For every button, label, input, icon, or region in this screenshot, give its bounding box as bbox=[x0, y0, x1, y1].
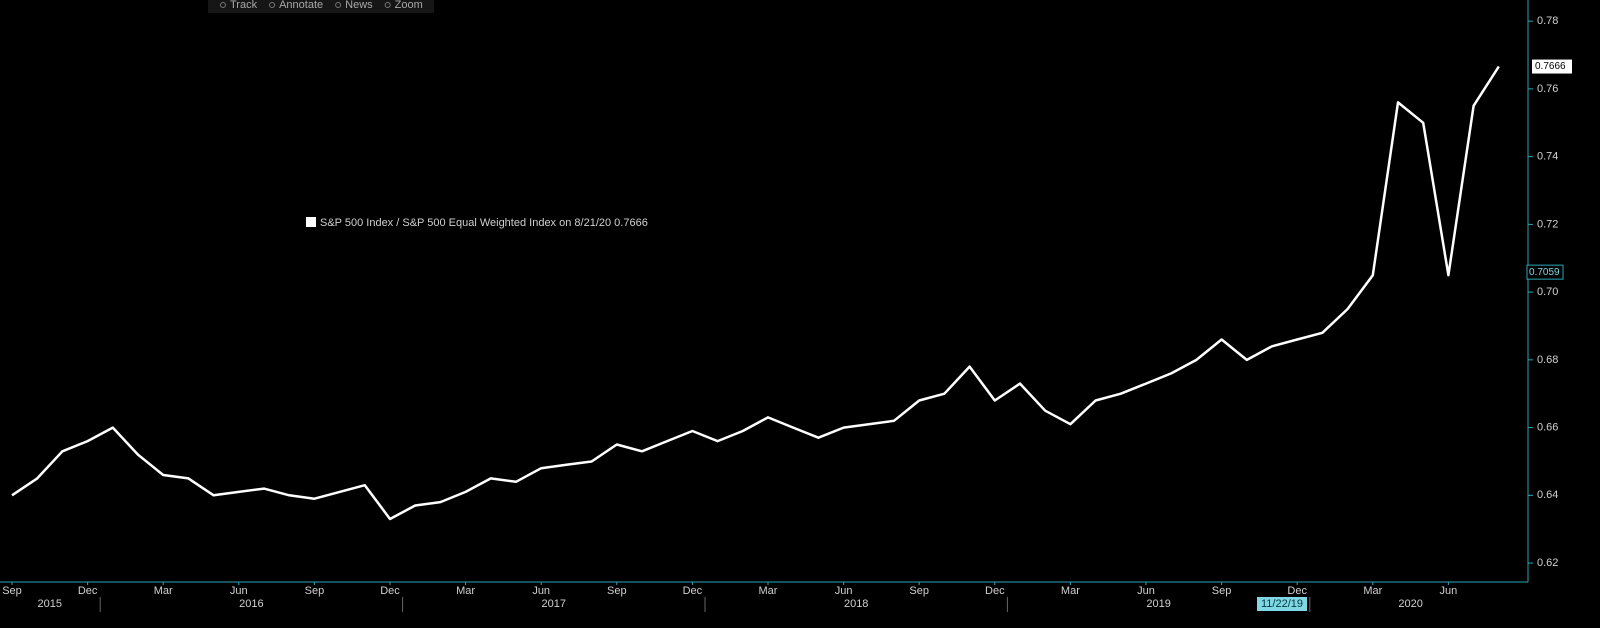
y-tick-label: 0.66 bbox=[1537, 421, 1558, 433]
y-tick-label: 0.62 bbox=[1537, 557, 1558, 569]
x-tick-label: Dec bbox=[380, 585, 400, 597]
x-tick-label: Mar bbox=[456, 585, 475, 597]
y-tick-label: 0.74 bbox=[1537, 151, 1558, 163]
x-tick-label: Mar bbox=[1061, 585, 1080, 597]
x-tick-label: Sep bbox=[909, 585, 929, 597]
x-tick-label: Mar bbox=[154, 585, 173, 597]
toolbar-icon bbox=[384, 2, 391, 8]
year-label: 2018 bbox=[844, 598, 868, 610]
x-tick-label: Mar bbox=[759, 585, 778, 597]
x-tick-label: Sep bbox=[305, 585, 325, 597]
legend-label: S&P 500 Index / S&P 500 Equal Weighted I… bbox=[320, 217, 648, 229]
crosshair-x-box bbox=[1257, 597, 1307, 611]
x-tick-label: Jun bbox=[1137, 585, 1155, 597]
toolbar-icon bbox=[269, 2, 276, 8]
legend-swatch bbox=[306, 217, 316, 227]
year-label: 2017 bbox=[542, 598, 566, 610]
x-tick-label: Sep bbox=[607, 585, 627, 597]
x-tick-label: Dec bbox=[78, 585, 98, 597]
year-label: 2019 bbox=[1146, 598, 1170, 610]
year-label: 2016 bbox=[239, 598, 263, 610]
x-tick-label: Jun bbox=[230, 585, 248, 597]
x-tick-label: Sep bbox=[1212, 585, 1232, 597]
toolbar-button[interactable]: Annotate bbox=[279, 0, 323, 11]
toolbar-icon bbox=[335, 2, 342, 8]
crosshair-y-label: 0.7059 bbox=[1529, 267, 1560, 278]
x-tick-label: Mar bbox=[1363, 585, 1382, 597]
x-tick-label: Dec bbox=[985, 585, 1005, 597]
y-tick-label: 0.70 bbox=[1537, 286, 1558, 298]
toolbar-button[interactable]: News bbox=[345, 0, 373, 11]
x-tick-label: Sep bbox=[2, 585, 22, 597]
crosshair-y-box bbox=[1526, 264, 1564, 280]
toolbar-button[interactable]: Zoom bbox=[395, 0, 423, 11]
toolbar-icon bbox=[220, 2, 226, 8]
year-label: 2015 bbox=[38, 598, 62, 610]
y-tick-label: 0.64 bbox=[1537, 489, 1558, 501]
x-tick-label: Jun bbox=[835, 585, 853, 597]
x-tick-label: Jun bbox=[532, 585, 550, 597]
x-tick-label: Jun bbox=[1440, 585, 1458, 597]
y-tick-label: 0.76 bbox=[1537, 83, 1558, 95]
year-label: 2020 bbox=[1398, 598, 1422, 610]
y-tick-label: 0.68 bbox=[1537, 354, 1558, 366]
toolbar-button[interactable]: Track bbox=[230, 0, 258, 11]
line-series bbox=[11, 65, 1500, 521]
y-tick-label: 0.72 bbox=[1537, 218, 1558, 230]
toolbar bbox=[208, 0, 434, 13]
crosshair-x-label: 11/22/19 bbox=[1261, 598, 1303, 610]
x-tick-label: Dec bbox=[1287, 585, 1307, 597]
last-value-label: 0.7666 bbox=[1535, 61, 1566, 72]
last-value-box bbox=[1532, 59, 1572, 74]
x-tick-label: Dec bbox=[683, 585, 703, 597]
y-tick-label: 0.78 bbox=[1537, 15, 1558, 27]
